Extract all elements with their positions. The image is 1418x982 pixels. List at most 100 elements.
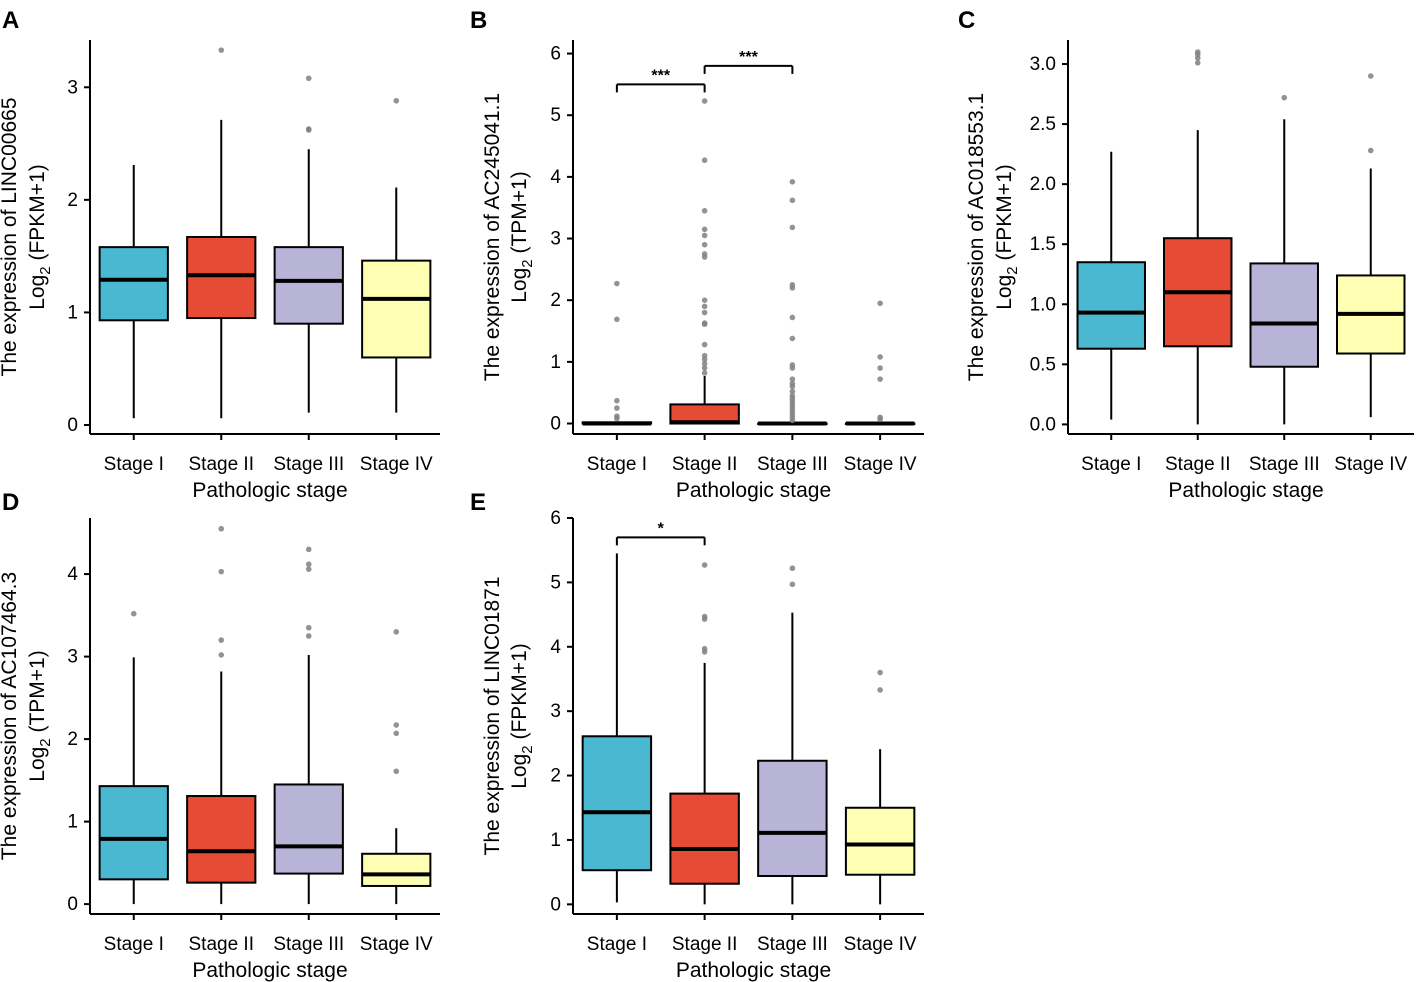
outlier-point <box>218 568 225 575</box>
y-subtitle-suffix: (FPKM+1) <box>26 164 49 266</box>
outlier-point <box>1367 147 1374 154</box>
outlier-point <box>701 207 708 214</box>
significance-bracket: * <box>615 520 706 546</box>
panel-a: A 0 1 2 3 Stage I Stage II Stage III Stage IV Pat… <box>0 7 440 502</box>
panel-label: D <box>2 489 19 516</box>
y-tick-label: 2 <box>550 766 561 787</box>
y-axis-title: The expression of AC245041.1 <box>481 93 504 381</box>
outlier-point <box>701 232 708 239</box>
box-4 <box>361 629 432 905</box>
box-4 <box>844 669 916 905</box>
y-axis-title: The expression of LINC00665 <box>0 98 21 377</box>
outlier-point <box>701 303 708 310</box>
panel-label: C <box>958 7 975 34</box>
box-iqr <box>361 852 432 887</box>
outlier-point <box>393 722 400 728</box>
outlier-point <box>614 405 620 411</box>
outlier-point <box>877 354 883 360</box>
box-iqr <box>1249 262 1319 368</box>
outlier-point <box>393 730 400 737</box>
outlier-point <box>789 281 796 288</box>
x-tick-label: Stage II <box>189 454 255 475</box>
panel-label: A <box>2 7 19 34</box>
box-iqr <box>186 236 257 320</box>
box-iqr <box>1076 261 1146 350</box>
outlier-point <box>305 566 312 572</box>
y-subtitle-prefix: Log <box>26 747 49 782</box>
box-4 <box>844 300 916 426</box>
box-iqr <box>669 792 740 885</box>
x-axis-title: Pathologic stage <box>192 479 347 502</box>
panel-label: E <box>470 489 486 516</box>
box-2 <box>1163 49 1233 425</box>
box-2 <box>669 98 740 425</box>
outlier-point <box>393 768 400 775</box>
y-axis-title: The expression of LINC01871 <box>481 577 504 856</box>
box-1 <box>98 610 169 905</box>
box-iqr <box>844 806 916 876</box>
outlier-point <box>877 365 883 371</box>
x-tick-label: Stage II <box>672 934 738 955</box>
box-1 <box>581 280 653 426</box>
y-tick-label: 0 <box>67 415 78 436</box>
y-tick-label: 0.5 <box>1030 354 1056 375</box>
outlier-point <box>614 316 620 323</box>
y-subtitle-suffix: (FPKM+1) <box>993 164 1016 266</box>
outlier-point <box>1194 60 1201 66</box>
outlier-point <box>789 380 796 387</box>
y-tick-label: 2 <box>67 729 78 750</box>
panel-b: B 0 1 2 3 4 5 6 Stage I Stage II Stage III Stage IV… <box>470 7 924 502</box>
outlier-point <box>789 314 796 321</box>
outlier-point <box>877 414 883 421</box>
y-tick-label: 1 <box>550 830 561 851</box>
y-subtitle-prefix: Log <box>508 754 531 789</box>
outlier-point <box>218 637 225 643</box>
y-tick-label: 3 <box>550 701 561 722</box>
box-4 <box>1336 73 1406 418</box>
significance-bracket: *** <box>703 49 794 74</box>
y-tick-label: 2 <box>67 190 78 211</box>
box-iqr <box>757 759 828 878</box>
x-tick-label: Stage II <box>189 934 255 955</box>
box-iqr <box>98 246 169 322</box>
outlier-point <box>789 197 796 204</box>
y-tick-label: 6 <box>550 44 561 65</box>
x-tick-label: Stage I <box>104 454 164 475</box>
y-tick-label: 0 <box>550 894 561 915</box>
y-subtitle-prefix: Log <box>993 275 1016 310</box>
box-iqr <box>361 259 432 359</box>
box-4 <box>361 97 432 413</box>
outlier-point <box>614 397 620 404</box>
panel-label: B <box>470 7 487 34</box>
outlier-point <box>701 365 708 371</box>
y-tick-label: 1 <box>67 812 78 833</box>
box-iqr <box>581 735 653 872</box>
box-iqr <box>273 246 344 325</box>
outlier-point <box>218 652 225 658</box>
outlier-point <box>701 341 708 348</box>
box-iqr <box>186 795 257 884</box>
y-tick-label: 1.0 <box>1030 294 1056 315</box>
y-axis-subtitle: Log2 (FPKM+1) <box>993 164 1021 310</box>
x-tick-label: Stage IV <box>844 454 917 475</box>
significance-label: * <box>658 520 665 537</box>
y-axis-subtitle: Log2 (TPM+1) <box>26 650 54 781</box>
outlier-point <box>1194 49 1201 55</box>
y-tick-label: 0 <box>550 414 561 435</box>
box-1 <box>98 164 169 419</box>
x-tick-label: Stage I <box>587 454 647 475</box>
outlier-point <box>393 629 400 635</box>
outlier-point <box>305 561 312 567</box>
box-3 <box>1249 94 1319 425</box>
y-tick-label: 6 <box>550 508 561 529</box>
panel-d: D 0 1 2 3 4 Stage I Stage II Stage III Stage IV Pa… <box>0 489 440 982</box>
x-tick-label: Stage IV <box>360 454 433 475</box>
box-1 <box>581 553 653 903</box>
outlier-point <box>701 645 708 652</box>
outlier-point <box>877 300 883 307</box>
significance-label: *** <box>651 67 670 84</box>
box-2 <box>186 47 257 419</box>
y-axis-subtitle: Log2 (TPM+1) <box>508 171 536 302</box>
panel-e: E 0 1 2 3 4 5 6 Stage I Stage II Stage III Stage IV… <box>470 489 924 982</box>
